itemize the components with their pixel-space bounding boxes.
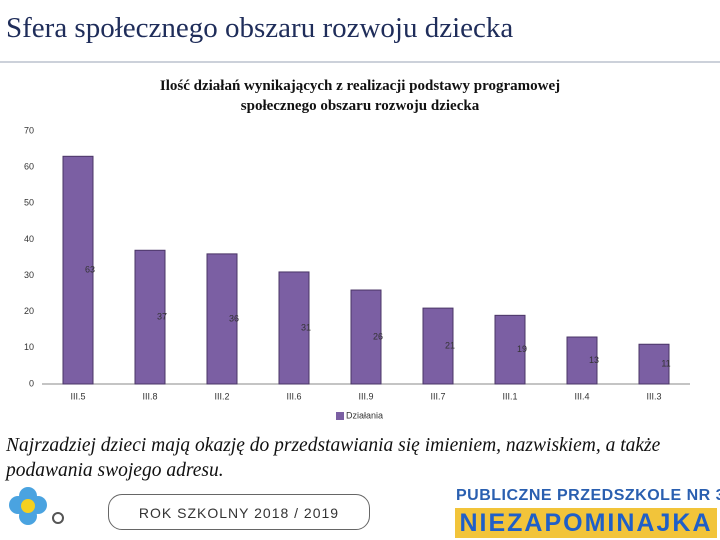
school-year: ROK SZKOLNY 2018 / 2019 — [108, 494, 370, 530]
x-tick-label: III.1 — [502, 391, 517, 401]
y-tick-label: 60 — [24, 162, 34, 172]
x-tick-label: III.4 — [574, 391, 589, 401]
bar — [62, 155, 94, 385]
data-label: 11 — [661, 358, 670, 368]
x-tick-label: III.5 — [70, 391, 85, 401]
y-tick-label: 0 — [29, 378, 34, 388]
bar — [206, 253, 238, 385]
bar — [134, 249, 166, 385]
legend-label: Działania — [346, 410, 383, 420]
y-tick-label: 40 — [24, 234, 34, 244]
x-tick-label: III.9 — [358, 391, 373, 401]
y-tick-label: 30 — [24, 270, 34, 280]
bar — [422, 307, 454, 385]
x-tick-label: III.6 — [286, 391, 301, 401]
chart-title: Ilość działań wynikających z realizacji … — [159, 78, 561, 114]
slide-title: Sfera społecznego obszaru rozwoju dzieck… — [6, 12, 514, 44]
bar — [350, 289, 382, 385]
caption: Najrzadziej dzieci mają okazję do przeds… — [6, 435, 661, 481]
data-label: 21 — [445, 340, 455, 350]
y-tick-label: 50 — [24, 198, 34, 208]
legend-swatch — [336, 412, 344, 420]
logo-line: PUBLICZNE PRZEDSZKOLE NR 3 — [456, 487, 720, 504]
data-label: 13 — [589, 355, 599, 365]
data-label: 36 — [229, 313, 239, 323]
bar — [638, 343, 670, 385]
flower-icon — [9, 487, 64, 525]
data-label: 63 — [85, 265, 95, 275]
x-tick-label: III.8 — [142, 391, 157, 401]
bar — [566, 336, 598, 385]
y-tick-label: 70 — [24, 125, 34, 135]
x-tick-label: III.3 — [646, 391, 661, 401]
data-label: 19 — [517, 344, 527, 354]
bar — [278, 271, 310, 385]
y-tick-label: 10 — [24, 342, 34, 352]
y-tick-label: 20 — [24, 306, 34, 316]
x-tick-label: III.2 — [214, 391, 229, 401]
x-tick-label: III.7 — [430, 391, 445, 401]
data-label: 37 — [157, 312, 167, 322]
data-label: 31 — [301, 322, 311, 332]
bar — [494, 314, 526, 385]
logo-line: NIEZAPOMINAJKA — [455, 508, 717, 538]
data-label: 26 — [373, 331, 383, 341]
